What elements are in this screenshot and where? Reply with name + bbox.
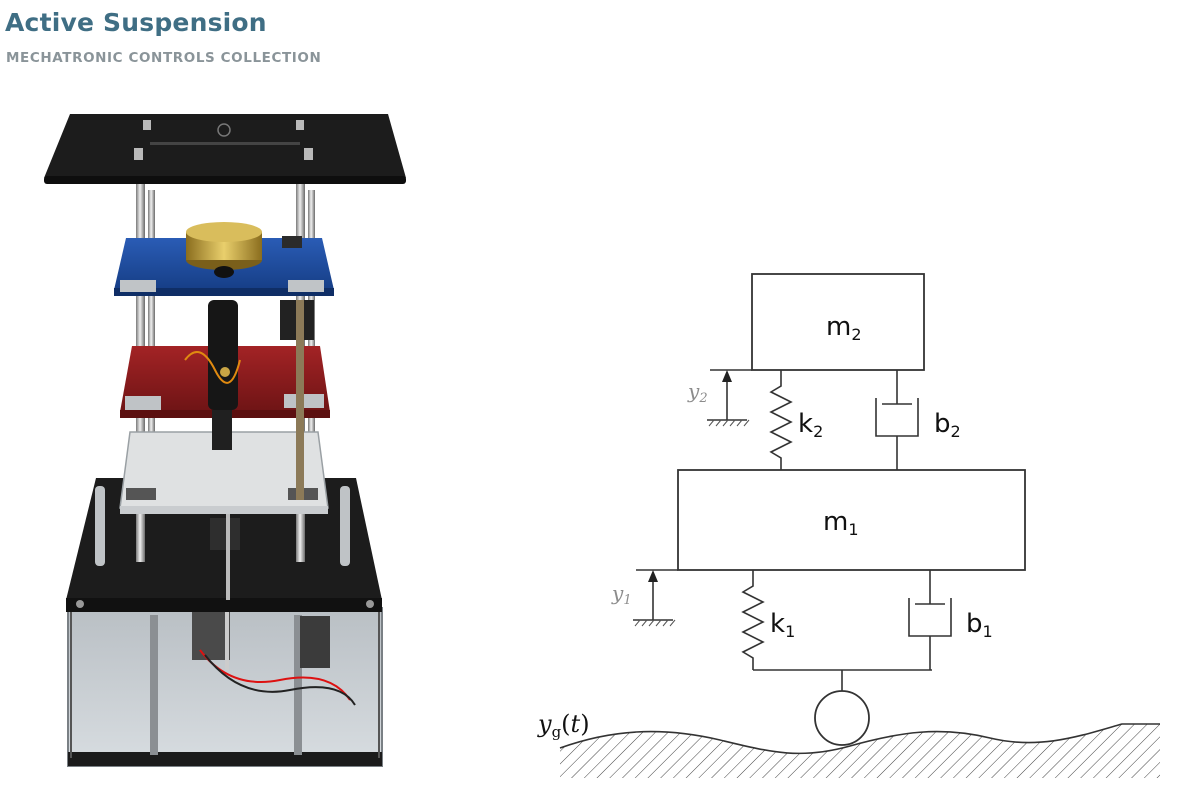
y2-reference — [707, 369, 752, 427]
label-k1: k1 — [770, 609, 795, 641]
top-plate — [44, 114, 406, 184]
spring-k1 — [741, 570, 765, 670]
blue-plate — [114, 222, 334, 296]
label-y1: y1 — [611, 581, 632, 608]
base-enclosure — [67, 607, 383, 767]
grey-plate — [119, 431, 329, 514]
mass-m1-block — [677, 469, 1026, 571]
damper-b2 — [875, 370, 919, 470]
page-subtitle: MECHATRONIC CONTROLS COLLECTION — [6, 50, 322, 66]
label-k2: k2 — [798, 409, 823, 441]
label-yg: yg(t) — [537, 710, 590, 741]
label-b1: b1 — [966, 609, 993, 641]
y1-reference — [633, 569, 678, 627]
label-m1: m1 — [823, 507, 859, 539]
label-y2: y2 — [687, 379, 708, 406]
spring-k2 — [769, 370, 793, 470]
page-title: Active Suspension — [5, 8, 267, 37]
damper-b1 — [908, 570, 952, 670]
label-b2: b2 — [934, 409, 961, 441]
mass-m2-block — [751, 273, 925, 371]
red-plate — [120, 300, 330, 500]
road-ground — [559, 723, 1160, 778]
wheel — [814, 670, 870, 746]
label-m2: m2 — [826, 312, 862, 344]
